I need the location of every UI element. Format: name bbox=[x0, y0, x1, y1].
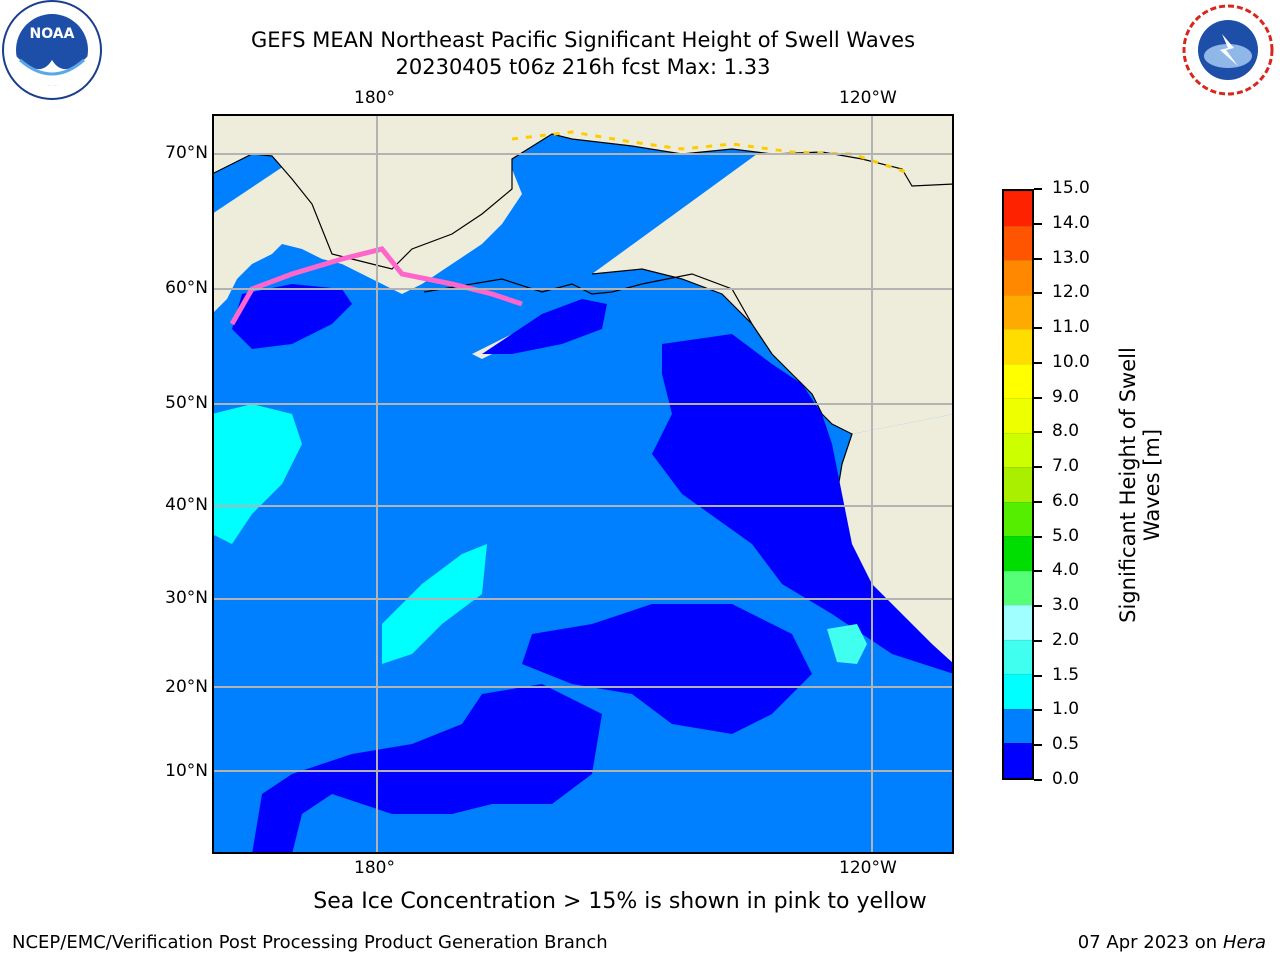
swell-1-0-1-5-west bbox=[212, 404, 302, 544]
colorbar-label-line-2: Waves [m] bbox=[1140, 428, 1164, 542]
swell-lt-0-5-south bbox=[252, 684, 602, 854]
title-line-2: 20230405 t06z 216h fcst Max: 1.33 bbox=[395, 55, 771, 79]
map-frame bbox=[212, 114, 954, 854]
colorbar-tick-label: 8.0 bbox=[1052, 421, 1080, 442]
colorbar-tick-mark bbox=[1034, 639, 1042, 642]
colorbar bbox=[1002, 189, 1034, 780]
colorbar-tick-mark bbox=[1034, 327, 1042, 330]
colorbar-tick-label: 1.0 bbox=[1052, 699, 1080, 720]
colorbar-segment bbox=[1004, 260, 1032, 295]
colorbar-segments bbox=[1004, 190, 1032, 778]
land-north-america-west bbox=[837, 414, 954, 664]
colorbar-segment bbox=[1004, 190, 1032, 226]
colorbar-tick-mark bbox=[1034, 674, 1042, 677]
map-caption: Sea Ice Concentration > 15% is shown in … bbox=[313, 889, 927, 914]
colorbar-tick-mark bbox=[1034, 431, 1042, 434]
colorbar-tick-mark bbox=[1034, 188, 1042, 190]
swell-1-0-1-5-east bbox=[827, 624, 867, 664]
swell-lt-0-5-central bbox=[522, 604, 812, 734]
colorbar-segment bbox=[1004, 363, 1032, 399]
swell-lt-0-5-bering bbox=[232, 284, 352, 349]
colorbar-tick-mark bbox=[1034, 605, 1042, 608]
colorbar-segment bbox=[1004, 294, 1032, 330]
footer-right: 07 Apr 2023 on Hera bbox=[1078, 932, 1266, 953]
swell-lt-0-5-gulf bbox=[482, 299, 607, 354]
colorbar-segment bbox=[1004, 743, 1032, 778]
colorbar-segment bbox=[1004, 674, 1032, 709]
lon-label-top-120w: 120°W bbox=[839, 88, 897, 108]
colorbar-segment bbox=[1004, 639, 1032, 675]
colorbar-tick-label: 3.0 bbox=[1052, 595, 1080, 616]
colorbar-tick-label: 11.0 bbox=[1052, 317, 1090, 338]
colorbar-tick-label: 2.0 bbox=[1052, 629, 1080, 650]
colorbar-tick-mark bbox=[1034, 466, 1042, 469]
lat-label-70n: 70°N bbox=[165, 143, 208, 163]
colorbar-segment bbox=[1004, 536, 1032, 571]
colorbar-tick-label: 13.0 bbox=[1052, 247, 1090, 268]
lon-label-top-180: 180° bbox=[354, 88, 395, 108]
lat-label-50n: 50°N bbox=[165, 393, 208, 413]
colorbar-tick-label: 0.5 bbox=[1052, 734, 1080, 755]
colorbar-tick-mark bbox=[1034, 361, 1042, 364]
colorbar-tick-mark bbox=[1034, 779, 1042, 781]
colorbar-tick-label: 4.0 bbox=[1052, 560, 1080, 581]
lat-label-40n: 40°N bbox=[165, 495, 208, 515]
colorbar-segment bbox=[1004, 467, 1032, 502]
colorbar-tick-mark bbox=[1034, 396, 1042, 399]
colorbar-label-line-1: Significant Height of Swell bbox=[1116, 347, 1140, 623]
colorbar-tick-label: 5.0 bbox=[1052, 525, 1080, 546]
land-alaska bbox=[212, 154, 522, 314]
lat-label-10n: 10°N bbox=[165, 761, 208, 781]
colorbar-tick-label: 15.0 bbox=[1052, 178, 1090, 198]
colorbar-tick-label: 10.0 bbox=[1052, 351, 1090, 372]
lat-label-20n: 20°N bbox=[165, 677, 208, 697]
lat-label-30n: 30°N bbox=[165, 588, 208, 608]
nws-logo bbox=[1176, 0, 1280, 104]
lat-label-60n: 60°N bbox=[165, 278, 208, 298]
title-line-1: GEFS MEAN Northeast Pacific Significant … bbox=[250, 28, 916, 52]
colorbar-tick-label: 12.0 bbox=[1052, 282, 1090, 303]
colorbar-tick-mark bbox=[1034, 709, 1042, 712]
colorbar-segment bbox=[1004, 570, 1032, 606]
sea-ice-bering bbox=[229, 246, 523, 326]
colorbar-tick-mark bbox=[1034, 535, 1042, 538]
colorbar-tick-mark bbox=[1034, 292, 1042, 295]
lon-label-bottom-120w: 120°W bbox=[839, 858, 897, 878]
colorbar-tick-mark bbox=[1034, 744, 1042, 747]
sea-ice-arctic bbox=[511, 130, 913, 176]
noaa-logo-text: NOAA bbox=[30, 26, 75, 42]
colorbar-segment bbox=[1004, 225, 1032, 261]
footer-date: 07 Apr 2023 on bbox=[1077, 932, 1223, 953]
colorbar-segment bbox=[1004, 708, 1032, 744]
colorbar-segment bbox=[1004, 432, 1032, 468]
footer-host: Hera bbox=[1222, 932, 1266, 953]
colorbar-tick-label: 1.5 bbox=[1052, 664, 1080, 685]
colorbar-tick-mark bbox=[1034, 570, 1042, 573]
colorbar-tick-mark bbox=[1034, 500, 1042, 503]
colorbar-tick-label: 14.0 bbox=[1052, 212, 1090, 233]
colorbar-segment bbox=[1004, 329, 1032, 364]
colorbar-tick-label: 7.0 bbox=[1052, 456, 1080, 477]
colorbar-segment bbox=[1004, 605, 1032, 640]
land-southeast-alaska bbox=[592, 114, 954, 434]
footer-left: NCEP/EMC/Verification Post Processing Pr… bbox=[12, 932, 608, 953]
colorbar-segment bbox=[1004, 501, 1032, 537]
swell-1-0-1-5-mid bbox=[382, 544, 487, 664]
swell-lt-0-5-east bbox=[652, 334, 954, 674]
colorbar-segment bbox=[1004, 398, 1032, 433]
noaa-logo: NOAA bbox=[0, 0, 104, 104]
lon-label-bottom-180: 180° bbox=[354, 858, 395, 878]
colorbar-tick-label: 6.0 bbox=[1052, 490, 1080, 511]
colorbar-tick-mark bbox=[1034, 257, 1042, 260]
colorbar-tick-label: 0.0 bbox=[1052, 769, 1080, 789]
colorbar-tick-label: 9.0 bbox=[1052, 386, 1080, 407]
colorbar-tick-mark bbox=[1034, 222, 1042, 225]
